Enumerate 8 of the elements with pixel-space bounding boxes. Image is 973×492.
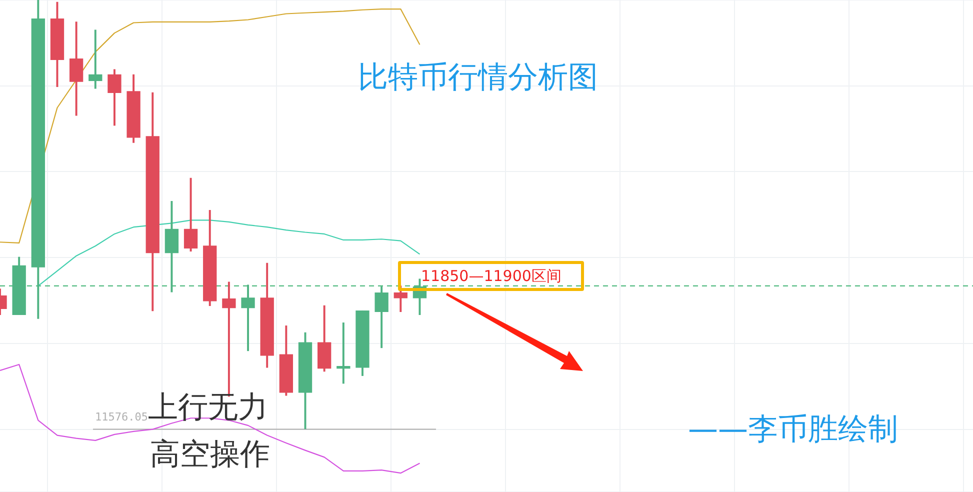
text: 高空操作 <box>150 437 270 472</box>
annotation: 11576.05 <box>95 410 148 424</box>
annotation: 11850—11900区间 <box>398 261 584 291</box>
text: 比特币行情分析图 <box>358 60 598 95</box>
annotation: 上行无力 <box>148 390 268 425</box>
candlestick <box>88 30 102 89</box>
annotation: ——李币胜绘制 <box>688 412 898 447</box>
candlestick <box>336 322 350 384</box>
